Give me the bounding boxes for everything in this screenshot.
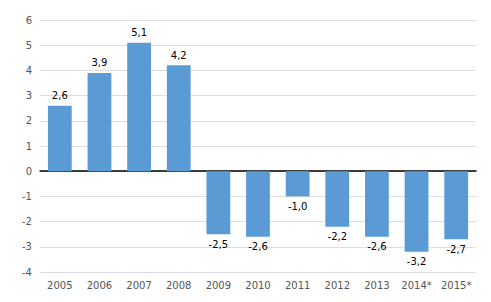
svg-text:-2,6: -2,6 xyxy=(367,241,387,252)
svg-text:2005: 2005 xyxy=(47,280,72,291)
svg-text:-2: -2 xyxy=(22,216,32,227)
svg-text:2: 2 xyxy=(26,115,32,126)
svg-text:2010: 2010 xyxy=(245,280,270,291)
svg-text:2009: 2009 xyxy=(206,280,231,291)
svg-text:2006: 2006 xyxy=(87,280,112,291)
svg-text:-2,5: -2,5 xyxy=(209,239,229,250)
svg-text:2014*: 2014* xyxy=(401,280,431,291)
svg-text:5: 5 xyxy=(26,40,32,51)
svg-text:4: 4 xyxy=(26,65,32,76)
svg-text:2012: 2012 xyxy=(325,280,350,291)
svg-text:-3,2: -3,2 xyxy=(407,256,427,267)
svg-text:2007: 2007 xyxy=(126,280,151,291)
svg-text:2,6: 2,6 xyxy=(52,90,68,101)
svg-text:0: 0 xyxy=(26,166,32,177)
svg-text:2015*: 2015* xyxy=(441,280,471,291)
svg-text:4,2: 4,2 xyxy=(171,50,187,61)
svg-text:-4: -4 xyxy=(22,267,32,278)
svg-text:2011: 2011 xyxy=(285,280,310,291)
svg-text:-1,0: -1,0 xyxy=(288,201,308,212)
svg-text:-3: -3 xyxy=(22,241,32,252)
svg-text:6: 6 xyxy=(26,15,32,26)
svg-text:3: 3 xyxy=(26,90,32,101)
svg-text:2013: 2013 xyxy=(364,280,389,291)
svg-text:-1: -1 xyxy=(22,191,32,202)
svg-text:-2,7: -2,7 xyxy=(446,244,466,255)
svg-text:3,9: 3,9 xyxy=(92,57,108,68)
svg-text:-2,2: -2,2 xyxy=(328,231,348,242)
svg-text:1: 1 xyxy=(26,141,32,152)
svg-text:2008: 2008 xyxy=(166,280,191,291)
svg-text:-2,6: -2,6 xyxy=(248,241,268,252)
svg-text:5,1: 5,1 xyxy=(131,27,147,38)
